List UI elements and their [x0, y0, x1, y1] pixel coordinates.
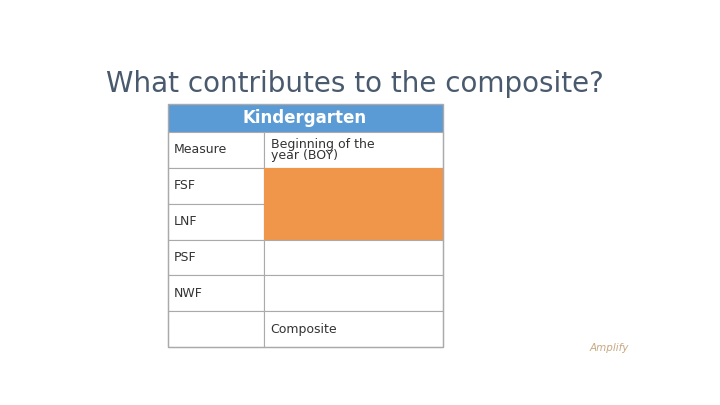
Text: Beginning of the: Beginning of the — [271, 138, 374, 151]
Text: FSF: FSF — [174, 179, 196, 192]
Bar — [264, 168, 443, 204]
Bar — [168, 104, 443, 132]
Bar — [264, 204, 443, 240]
Text: Composite: Composite — [271, 323, 337, 336]
Bar — [168, 168, 264, 204]
Text: NWF: NWF — [174, 287, 202, 300]
Text: LNF: LNF — [174, 215, 197, 228]
Text: year (BOY): year (BOY) — [271, 149, 338, 162]
Text: PSF: PSF — [174, 251, 197, 264]
Text: Measure: Measure — [174, 143, 227, 156]
Bar — [168, 275, 264, 311]
Text: Kindergarten: Kindergarten — [243, 109, 367, 127]
Bar — [168, 311, 264, 347]
Bar — [168, 240, 264, 275]
Bar — [264, 311, 443, 347]
Bar — [168, 132, 264, 168]
Bar — [264, 132, 443, 168]
Bar — [168, 104, 443, 347]
Text: What contributes to the composite?: What contributes to the composite? — [106, 70, 603, 98]
Text: Amplify: Amplify — [589, 343, 629, 353]
Bar — [168, 204, 264, 240]
Bar — [264, 240, 443, 275]
Bar — [264, 275, 443, 311]
